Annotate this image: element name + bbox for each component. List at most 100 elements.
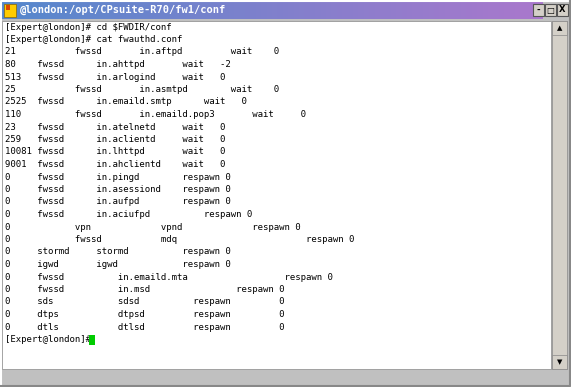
Text: 23    fwssd      in.atelnetd     wait   0: 23 fwssd in.atelnetd wait 0 [5, 123, 226, 132]
Bar [164, 1, 170, 19]
Bar [153, 1, 160, 19]
Text: 0     dtps           dtpsd         respawn         0: 0 dtps dtpsd respawn 0 [5, 310, 284, 319]
Bar [445, 1, 451, 19]
Bar [557, 4, 568, 16]
Bar [56, 1, 62, 19]
Bar [504, 1, 510, 19]
Text: 0     fwssd      in.aufpd        respawn 0: 0 fwssd in.aufpd respawn 0 [5, 197, 231, 207]
Bar [18, 1, 25, 19]
Bar [434, 1, 440, 19]
Bar [267, 1, 273, 19]
Bar [467, 1, 473, 19]
Bar [531, 1, 538, 19]
Bar [450, 1, 457, 19]
Bar [429, 1, 435, 19]
Bar [326, 1, 332, 19]
Text: 0            vpn             vpnd             respawn 0: 0 vpn vpnd respawn 0 [5, 223, 300, 231]
Bar [245, 1, 251, 19]
Bar [537, 1, 543, 19]
Bar [310, 1, 316, 19]
Text: 0     sds            sdsd          respawn         0: 0 sds sdsd respawn 0 [5, 298, 284, 307]
Bar [288, 1, 295, 19]
Bar [67, 1, 73, 19]
Bar [89, 334, 95, 344]
Bar [520, 1, 527, 19]
Bar [353, 1, 359, 19]
Text: 25           fwssd       in.asmtpd        wait    0: 25 fwssd in.asmtpd wait 0 [5, 85, 279, 94]
Bar [137, 1, 143, 19]
Text: [Expert@london]#: [Expert@london]# [5, 335, 96, 344]
Bar [348, 1, 354, 19]
Bar [499, 1, 505, 19]
Bar [34, 1, 41, 19]
Bar [159, 1, 165, 19]
Text: 259   fwssd      in.aclientd     wait   0: 259 fwssd in.aclientd wait 0 [5, 135, 226, 144]
Bar [62, 1, 68, 19]
Bar [180, 1, 187, 19]
Bar [293, 1, 300, 19]
Text: ▲: ▲ [557, 25, 562, 31]
Bar [488, 1, 494, 19]
Bar [2, 21, 551, 369]
Bar [401, 1, 408, 19]
Bar [407, 1, 413, 19]
Text: 0     dtls           dtlsd         respawn         0: 0 dtls dtlsd respawn 0 [5, 322, 284, 332]
Bar [126, 1, 132, 19]
Text: X: X [559, 5, 566, 14]
Bar [170, 1, 176, 19]
Bar [51, 1, 57, 19]
Bar [283, 1, 289, 19]
Bar [391, 1, 397, 19]
Bar [13, 1, 19, 19]
Bar [72, 1, 79, 19]
Text: 0     fwssd      in.asessiond    respawn 0: 0 fwssd in.asessiond respawn 0 [5, 185, 231, 194]
Text: 10081 fwssd      in.lhttpd       wait   0: 10081 fwssd in.lhttpd wait 0 [5, 147, 226, 156]
Text: @london:/opt/CPsuite-R70/fw1/conf: @london:/opt/CPsuite-R70/fw1/conf [20, 5, 226, 15]
Bar [23, 1, 30, 19]
Bar [304, 1, 311, 19]
Text: 0     fwssd      in.pingd        respawn 0: 0 fwssd in.pingd respawn 0 [5, 173, 231, 182]
Bar [78, 1, 84, 19]
Bar [234, 1, 240, 19]
Bar [412, 1, 419, 19]
Bar [456, 1, 462, 19]
Text: 0            fwssd           mdq                        respawn 0: 0 fwssd mdq respawn 0 [5, 235, 355, 244]
Text: 9001  fwssd      in.ahclientd    wait   0: 9001 fwssd in.ahclientd wait 0 [5, 160, 226, 169]
Bar [364, 1, 370, 19]
Bar [196, 1, 203, 19]
Bar [418, 1, 424, 19]
Text: 0     fwssd          in.emaild.mta                  respawn 0: 0 fwssd in.emaild.mta respawn 0 [5, 272, 333, 281]
Bar [29, 1, 35, 19]
Text: □: □ [546, 5, 554, 14]
Bar [115, 1, 122, 19]
Bar [509, 1, 516, 19]
Bar [6, 5, 10, 10]
Bar [261, 1, 268, 19]
Bar [207, 1, 214, 19]
Bar [545, 4, 556, 16]
Text: ▼: ▼ [557, 359, 562, 365]
Bar [89, 1, 95, 19]
Bar [104, 1, 111, 19]
Bar [396, 1, 403, 19]
Bar [148, 1, 154, 19]
Bar [320, 1, 327, 19]
Text: 21           fwssd       in.aftpd         wait    0: 21 fwssd in.aftpd wait 0 [5, 48, 279, 57]
Bar [299, 1, 305, 19]
Bar [229, 1, 235, 19]
Bar [477, 1, 484, 19]
Bar [342, 1, 349, 19]
Bar [515, 1, 521, 19]
Bar [40, 1, 46, 19]
Bar [256, 1, 262, 19]
Bar [331, 1, 338, 19]
Bar [251, 1, 257, 19]
Bar [2, 1, 9, 19]
Text: 110          fwssd       in.emaild.pop3       wait     0: 110 fwssd in.emaild.pop3 wait 0 [5, 110, 306, 119]
Bar [45, 1, 51, 19]
Bar [218, 1, 224, 19]
Bar [94, 1, 100, 19]
Bar [369, 1, 376, 19]
Text: 80    fwssd      in.ahttpd       wait   -2: 80 fwssd in.ahttpd wait -2 [5, 60, 231, 69]
Text: [Expert@london]# cat fwauthd.conf: [Expert@london]# cat fwauthd.conf [5, 35, 182, 44]
